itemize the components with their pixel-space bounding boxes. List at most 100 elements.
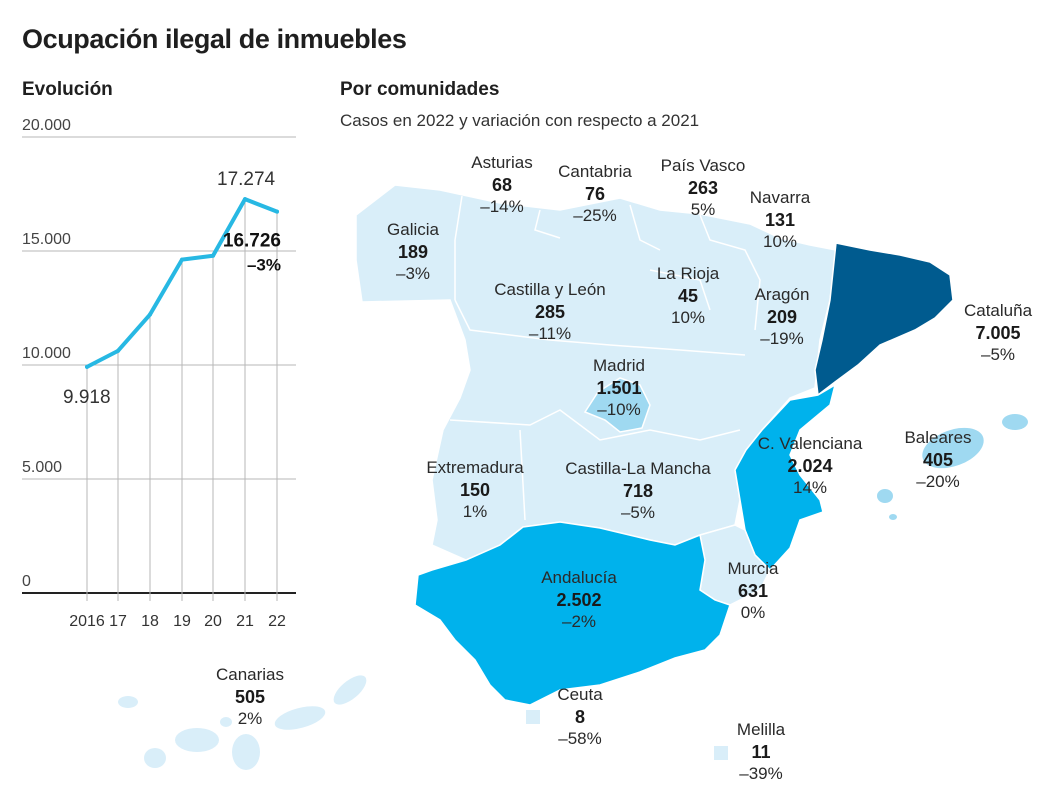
region-name: Baleares — [904, 428, 972, 447]
x-tick-label: 18 — [141, 613, 159, 630]
region-label-extremadura: Extremadura 150 1% — [426, 457, 523, 523]
data-point — [275, 209, 279, 214]
data-point — [211, 253, 215, 258]
x-tick-label: 21 — [236, 613, 254, 630]
region-value: 263 — [687, 178, 719, 198]
region-name: Castilla y León — [494, 280, 606, 299]
region-label-la-rioja: La Rioja 45 10% — [657, 263, 719, 329]
region-value: 631 — [737, 581, 769, 601]
region-value: 1.501 — [596, 378, 642, 398]
region-label-baleares: Baleares 405 –20% — [904, 427, 971, 493]
annotation-peak-value: 17.274 — [217, 169, 276, 190]
region-name: Canarias — [215, 665, 285, 684]
region-label-asturias: Asturias 68 –14% — [471, 152, 532, 218]
region-value: 189 — [397, 242, 429, 262]
line-chart-heading: Evolución — [22, 79, 113, 100]
line-chart: 0 5.000 10.000 15.000 20.000 2016 17 18 19 20 21 22… — [22, 117, 296, 630]
region-name: País Vasco — [660, 156, 746, 175]
region-value: 209 — [766, 307, 798, 327]
region-change: –2% — [561, 612, 597, 631]
region-label-castilla-y-leon: Castilla y León 285 –11% — [494, 279, 606, 345]
chart-title: Ocupación ilegal de inmuebles — [22, 24, 407, 54]
region-change: –19% — [760, 329, 804, 348]
region-name: Asturias — [471, 153, 533, 172]
region-change: –5% — [620, 503, 656, 522]
region-change: –25% — [573, 206, 617, 225]
region-change: –14% — [480, 197, 524, 216]
region-value: 505 — [234, 687, 266, 707]
region-name: Castilla-La Mancha — [565, 459, 711, 478]
valencia-shape — [734, 383, 837, 572]
x-tick-label: 19 — [173, 613, 191, 630]
region-label-cataluna: Cataluña 7.005 –5% — [964, 300, 1032, 366]
region-name: Murcia — [727, 559, 779, 578]
annotation-first-value: 9.918 — [63, 387, 111, 408]
region-label-galicia: Galicia 189 –3% — [387, 219, 439, 285]
region-label-aragon: Aragón 209 –19% — [755, 284, 810, 350]
region-label-andalucia: Andalucía 2.502 –2% — [541, 567, 617, 633]
region-name: C. Valenciana — [757, 434, 863, 453]
y-tick-label: 10.000 — [22, 345, 71, 362]
region-change: 1% — [462, 502, 488, 521]
region-name: Madrid — [593, 356, 645, 375]
light-regions-shape — [355, 184, 837, 561]
region-name: Navarra — [749, 188, 811, 207]
y-tick-label: 5.000 — [22, 459, 62, 476]
region-name: Aragón — [754, 285, 810, 304]
map-heading: Por comunidades — [340, 79, 500, 100]
region-value: 11 — [751, 742, 771, 762]
region-change: –20% — [916, 472, 960, 491]
data-point — [180, 257, 184, 262]
y-tick-label: 0 — [22, 573, 31, 590]
region-label-navarra: Navarra 131 10% — [750, 187, 810, 253]
x-tick-label: 17 — [109, 613, 127, 630]
andalusia-shape — [414, 521, 731, 706]
data-point — [116, 348, 120, 353]
region-change: –39% — [739, 764, 783, 783]
x-tick-label: 22 — [268, 613, 286, 630]
region-change: 0% — [740, 603, 766, 622]
region-value: 45 — [677, 286, 699, 306]
map-subtitle: Casos en 2022 y variación con respecto a… — [340, 111, 700, 130]
region-change: –58% — [558, 729, 602, 748]
canary-islands-shape — [118, 675, 367, 770]
region-value: 150 — [459, 480, 491, 500]
region-label-madrid: Madrid 1.501 –10% — [593, 355, 645, 421]
region-change: 10% — [670, 308, 706, 327]
region-value: 2.024 — [787, 456, 833, 476]
region-value: 68 — [491, 175, 513, 195]
region-label-canarias: Canarias 505 2% — [216, 664, 284, 730]
region-name: Galicia — [387, 220, 439, 239]
annotation-last-value: 16.726 — [223, 231, 281, 252]
region-change: –3% — [395, 264, 431, 283]
melilla-square — [714, 746, 728, 760]
region-value: 7.005 — [975, 323, 1021, 343]
region-name: Cantabria — [558, 162, 632, 181]
region-label-cantabria: Cantabria 76 –25% — [558, 161, 632, 227]
region-value: 718 — [622, 481, 654, 501]
region-label-c-valenciana: C. Valenciana 2.024 14% — [758, 433, 863, 499]
region-name: Melilla — [736, 720, 786, 739]
region-change: 14% — [792, 478, 828, 497]
annotation-last-change: –3% — [247, 256, 281, 275]
x-tick-label: 20 — [204, 613, 222, 630]
catalonia-shape — [814, 242, 954, 397]
region-label-castilla-la-mancha: Castilla-La Mancha 718 –5% — [565, 458, 711, 524]
region-name: Andalucía — [541, 568, 617, 587]
region-name: La Rioja — [656, 264, 720, 283]
x-tick-label: 2016 — [69, 613, 105, 630]
y-tick-label: 20.000 — [22, 117, 71, 134]
region-value: 8 — [574, 707, 585, 727]
region-value: 76 — [584, 184, 606, 204]
data-point — [85, 364, 89, 369]
region-value: 405 — [922, 450, 954, 470]
ceuta-square — [526, 710, 540, 724]
region-change: 2% — [237, 709, 263, 728]
data-point — [148, 312, 152, 317]
region-value: 2.502 — [556, 590, 602, 610]
region-name: Extremadura — [426, 458, 524, 477]
y-tick-label: 15.000 — [22, 231, 71, 248]
region-value: 131 — [764, 210, 796, 230]
region-label-murcia: Murcia 631 0% — [727, 558, 778, 624]
